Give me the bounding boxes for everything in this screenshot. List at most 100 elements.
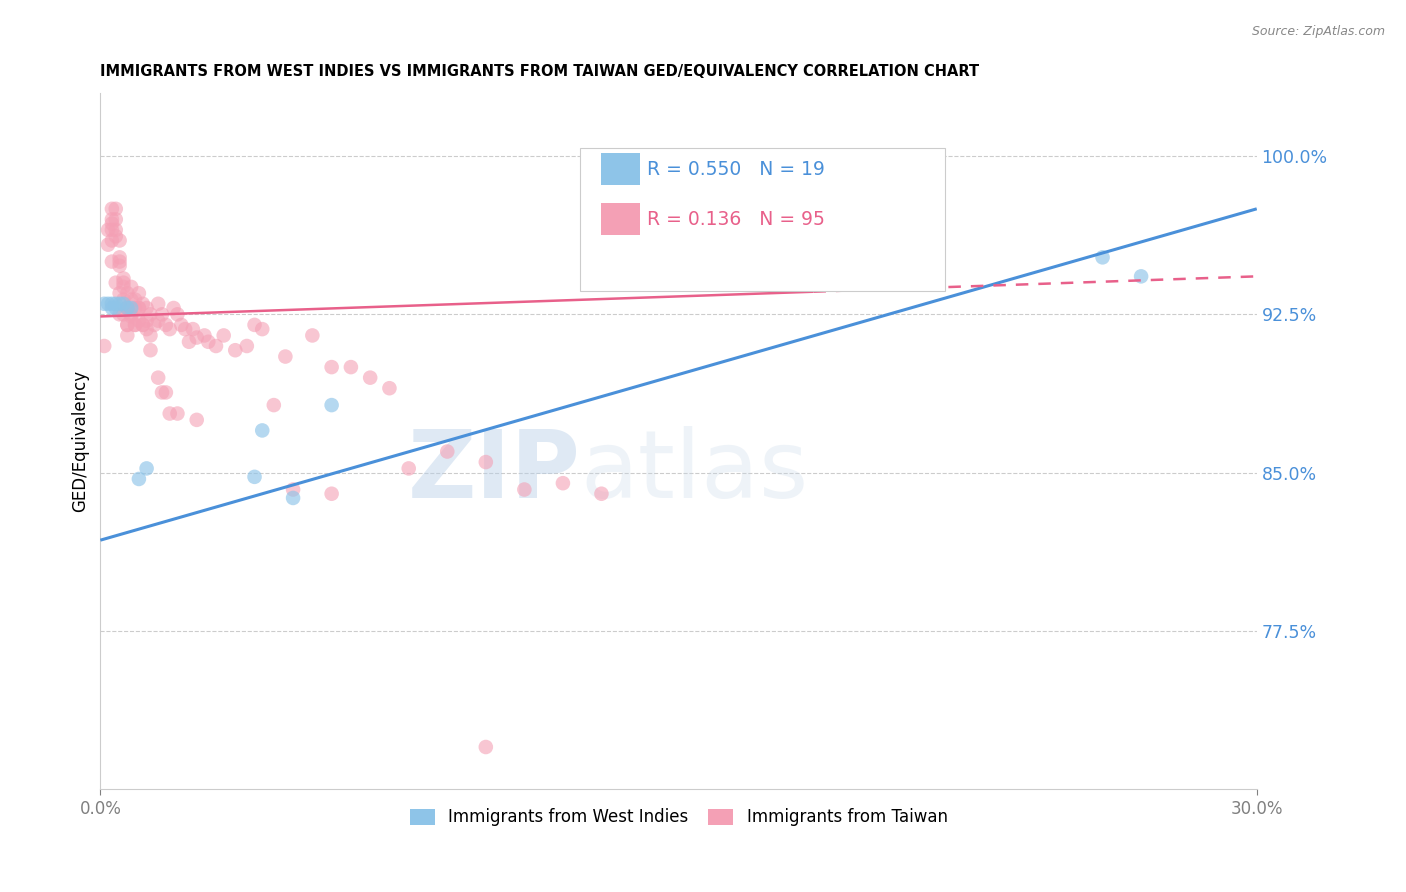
Text: Source: ZipAtlas.com: Source: ZipAtlas.com (1251, 25, 1385, 38)
Point (243, 318, 266, 332)
Point (117, 301, 139, 315)
Point (128, 301, 150, 315)
Point (252, 322, 274, 336)
Point (97, 223, 120, 237)
Point (146, 370, 169, 384)
Point (93, 339, 115, 353)
Point (321, 487, 343, 501)
Point (117, 286, 139, 301)
Point (104, 202, 127, 216)
Point (143, 318, 166, 332)
Point (104, 229, 127, 244)
Point (139, 307, 162, 321)
Point (321, 398, 343, 412)
Text: IMMIGRANTS FROM WEST INDIES VS IMMIGRANTS FROM TAIWAN GED/EQUIVALENCY CORRELATIO: IMMIGRANTS FROM WEST INDIES VS IMMIGRANT… (100, 64, 980, 79)
Point (101, 254, 124, 268)
Point (135, 461, 157, 475)
Point (197, 334, 219, 349)
Point (146, 297, 169, 311)
Point (124, 318, 146, 332)
Point (301, 328, 323, 343)
Point (104, 297, 127, 311)
Point (104, 276, 127, 290)
Point (166, 307, 188, 321)
Point (252, 424, 274, 438)
Point (150, 385, 173, 400)
Point (135, 322, 157, 336)
Point (97, 237, 120, 252)
Point (108, 234, 131, 248)
Point (104, 223, 127, 237)
Point (436, 444, 458, 458)
Legend: Immigrants from West Indies, Immigrants from Taiwan: Immigrants from West Indies, Immigrants … (404, 802, 955, 833)
Point (117, 318, 139, 332)
Point (101, 297, 124, 311)
Point (170, 318, 193, 332)
Y-axis label: GED/Equivalency: GED/Equivalency (72, 370, 89, 512)
FancyBboxPatch shape (602, 153, 640, 185)
Point (108, 259, 131, 273)
Point (101, 202, 124, 216)
Point (155, 385, 177, 400)
Point (159, 407, 181, 421)
Point (281, 483, 304, 497)
Point (104, 212, 127, 227)
Point (135, 301, 157, 315)
Point (120, 293, 142, 307)
Point (359, 370, 381, 384)
Point (475, 739, 498, 754)
Point (398, 461, 420, 475)
Point (97, 297, 120, 311)
Point (551, 476, 574, 491)
Point (112, 276, 135, 290)
Point (120, 280, 142, 294)
Text: ZIP: ZIP (408, 426, 581, 518)
Point (108, 307, 131, 321)
Point (193, 328, 215, 343)
Point (120, 307, 142, 321)
Point (174, 322, 197, 336)
Point (101, 217, 124, 231)
Text: R = 0.550   N = 19: R = 0.550 N = 19 (647, 160, 825, 178)
Point (112, 280, 135, 294)
Point (135, 313, 157, 327)
Point (108, 297, 131, 311)
Point (108, 286, 131, 301)
FancyBboxPatch shape (581, 148, 945, 291)
Point (159, 322, 181, 336)
Point (132, 318, 155, 332)
Point (120, 310, 142, 324)
Point (117, 301, 139, 315)
Point (112, 297, 135, 311)
Point (108, 254, 131, 268)
Point (186, 330, 208, 344)
Text: R = 0.136   N = 95: R = 0.136 N = 95 (647, 210, 825, 229)
Point (101, 234, 124, 248)
Point (263, 398, 285, 412)
Point (236, 339, 259, 353)
Point (139, 343, 162, 358)
Point (124, 318, 146, 332)
Point (120, 301, 142, 315)
Point (93, 297, 115, 311)
Point (112, 271, 135, 285)
Point (112, 293, 135, 307)
Point (162, 301, 184, 315)
Point (128, 472, 150, 486)
Point (274, 350, 297, 364)
Point (177, 334, 200, 349)
Point (132, 318, 155, 332)
Point (124, 293, 146, 307)
Point (146, 313, 169, 327)
Point (1130, 269, 1153, 284)
Point (101, 212, 124, 227)
FancyBboxPatch shape (602, 202, 640, 235)
Point (475, 455, 498, 469)
Point (224, 343, 246, 358)
Point (128, 301, 150, 315)
Point (281, 491, 304, 505)
Point (124, 301, 146, 315)
Point (340, 360, 363, 375)
Point (101, 301, 124, 315)
Point (378, 381, 401, 395)
